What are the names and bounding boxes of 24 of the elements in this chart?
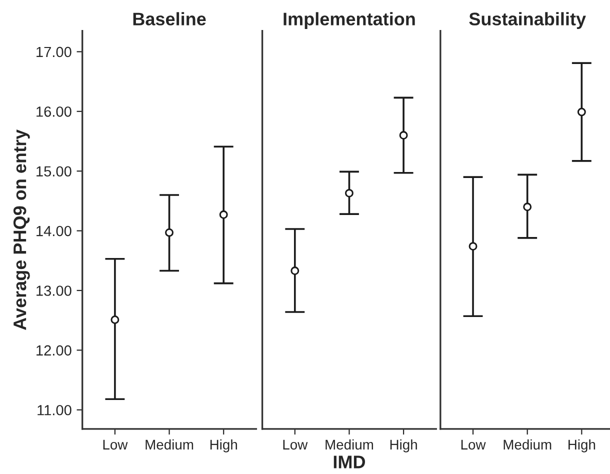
point [165, 228, 174, 237]
y-tick-label: 15.00 [36, 166, 72, 177]
x-tick-label: Medium [326, 439, 374, 450]
y-tick-label: 16.00 [36, 106, 72, 117]
x-tick-label: High [390, 439, 417, 452]
x-tick-label: Low [461, 440, 486, 450]
x-tick-label: Low [103, 440, 128, 450]
chart-title: Sustainability [469, 12, 586, 29]
point [110, 315, 120, 324]
x-tick-label: High [568, 439, 596, 452]
chart-title: Implementation [284, 12, 415, 29]
x-tick-label: Medium [146, 439, 194, 450]
chart-title: Baseline [133, 12, 206, 26]
x-tick-label: Medium [504, 439, 552, 450]
y-tick-label: 17.00 [36, 46, 72, 58]
point [219, 210, 228, 219]
y-tick-label: 12.00 [36, 345, 72, 356]
x-tick-label: Low [283, 440, 308, 450]
y-tick-label: 14.00 [36, 226, 72, 236]
y-tick-label: 11.00 [38, 404, 72, 416]
y-axis-title: Average PHQ9 on entry [13, 129, 30, 330]
x-tick-label: High [210, 439, 237, 452]
x-axis-title: IMD [334, 456, 366, 468]
y-tick-label: 13.00 [36, 286, 72, 296]
